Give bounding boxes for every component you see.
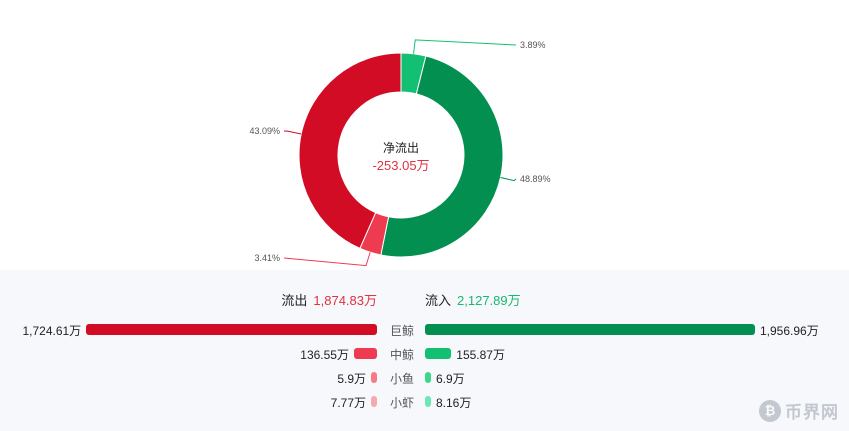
donut-chart: 3.89% 48.89% 3.41% 43.09% 净流出 -253.05万 — [249, 39, 551, 267]
outflow-bar — [86, 324, 377, 335]
slice-percent-label: 3.41% — [254, 253, 280, 263]
inflow-value: 8.16万 — [436, 396, 472, 410]
slice-percent-label: 48.89% — [520, 174, 551, 184]
slice-percent-label: 43.09% — [249, 126, 280, 136]
inflow-value: 6.9万 — [436, 372, 465, 386]
leader-line — [500, 177, 517, 182]
outflow-bar — [353, 348, 377, 359]
center-value: -253.05万 — [372, 158, 429, 173]
inflow-bar — [425, 372, 431, 383]
flow-category-label: 小鱼 — [389, 372, 414, 386]
flow-row: 1,724.61万 巨鲸 1,956.96万 — [0, 318, 849, 342]
outflow-value: 136.55万 — [300, 348, 349, 362]
outflow-value: 1,724.61万 — [22, 324, 82, 338]
donut-slice — [298, 52, 402, 250]
outflow-bar — [371, 396, 377, 407]
inflow-bar — [425, 324, 755, 335]
inflow-value: 155.87万 — [456, 348, 505, 362]
flow-panel: 流出 1,874.83万 流入 2,127.89万 1,724.61万 巨鲸 1,956… — [0, 270, 849, 431]
outflow-summary-value: 1,874.83万 — [313, 293, 377, 308]
leader-line — [413, 39, 517, 54]
outflow-bar — [371, 372, 377, 383]
outflow-value: 7.77万 — [330, 396, 366, 410]
flow-row: 136.55万 中鲸 155.87万 — [0, 342, 849, 366]
center-label: 净流出 — [383, 141, 419, 155]
leader-line — [283, 130, 302, 135]
outflow-summary: 流出 1,874.83万 — [281, 290, 377, 309]
outflow-summary-label: 流出 — [281, 293, 308, 308]
inflow-value: 1,956.96万 — [760, 324, 819, 338]
donut-slice — [380, 55, 504, 258]
watermark: ₿ 币界网 — [759, 398, 839, 423]
outflow-value: 5.9万 — [337, 372, 366, 386]
inflow-summary: 流入 2,127.89万 — [425, 290, 521, 309]
inflow-summary-value: 2,127.89万 — [457, 293, 521, 308]
inflow-bar — [425, 396, 431, 407]
flow-category-label: 中鲸 — [389, 348, 414, 362]
flow-row: 5.9万 小鱼 6.9万 — [0, 366, 849, 390]
slice-percent-label: 3.89% — [520, 40, 546, 50]
watermark-text: 币界网 — [785, 403, 839, 422]
flow-category-label: 巨鲸 — [389, 324, 414, 338]
leader-line — [283, 252, 371, 267]
flow-category-label: 小虾 — [389, 396, 414, 410]
inflow-bar — [425, 348, 452, 359]
flow-row: 7.77万 小虾 8.16万 — [0, 390, 849, 414]
bitcoin-coin-icon: ₿ — [759, 399, 781, 422]
inflow-summary-label: 流入 — [425, 293, 452, 308]
